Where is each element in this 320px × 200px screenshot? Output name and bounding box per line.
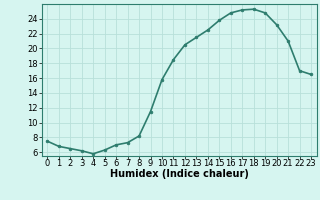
X-axis label: Humidex (Indice chaleur): Humidex (Indice chaleur): [110, 169, 249, 179]
